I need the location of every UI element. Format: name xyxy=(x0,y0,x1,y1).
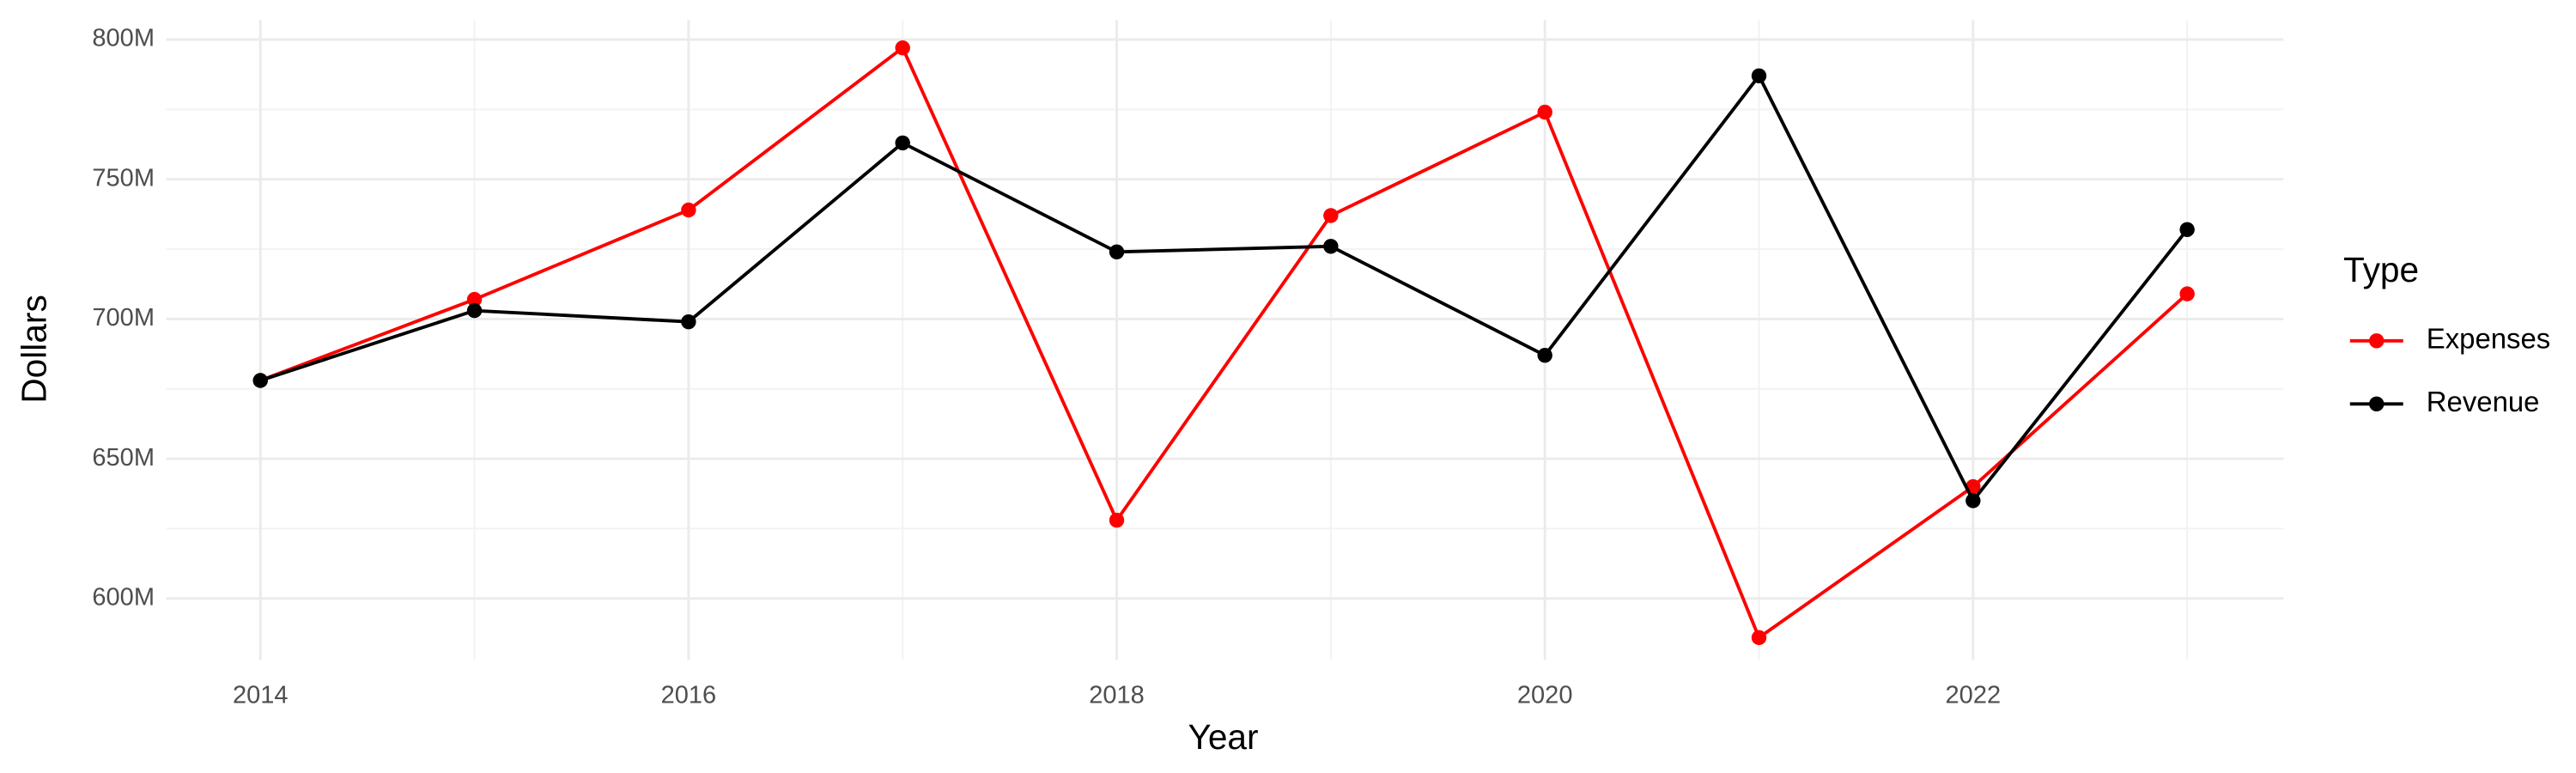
point xyxy=(1537,104,1552,120)
x-tick-label: 2014 xyxy=(233,682,289,709)
legend-title: Type xyxy=(2343,250,2419,289)
point xyxy=(252,373,268,388)
point xyxy=(1751,630,1767,646)
series-line xyxy=(259,45,2189,641)
point xyxy=(1751,68,1767,84)
point xyxy=(895,40,910,56)
point xyxy=(1323,208,1339,223)
x-tick-label: 2016 xyxy=(661,682,717,709)
y-tick-label: 750M xyxy=(92,164,155,192)
legend-key xyxy=(2369,396,2385,412)
point xyxy=(2179,286,2195,301)
x-tick-label: 2018 xyxy=(1089,682,1145,709)
point xyxy=(681,202,696,218)
point xyxy=(1109,512,1125,528)
y-tick-label: 650M xyxy=(92,444,155,472)
point xyxy=(466,291,483,307)
point xyxy=(2179,222,2195,237)
point xyxy=(1965,493,1981,508)
point xyxy=(895,135,910,151)
y-tick-label: 600M xyxy=(92,583,155,611)
y-tick-label: 700M xyxy=(92,304,155,332)
point xyxy=(1537,347,1552,363)
y-axis-title: Dollars xyxy=(14,295,53,403)
point xyxy=(1323,239,1339,254)
x-axis-title: Year xyxy=(1188,717,1258,757)
legend-label: Expenses xyxy=(2427,322,2550,354)
point xyxy=(681,313,696,330)
series-line xyxy=(259,72,2189,504)
point xyxy=(1109,244,1125,260)
x-tick-label: 2020 xyxy=(1517,682,1573,709)
legend-key xyxy=(2369,333,2385,349)
point xyxy=(466,302,483,319)
y-tick-label: 800M xyxy=(92,25,155,52)
legend-label: Revenue xyxy=(2427,386,2540,417)
x-tick-label: 2022 xyxy=(1946,682,2002,709)
